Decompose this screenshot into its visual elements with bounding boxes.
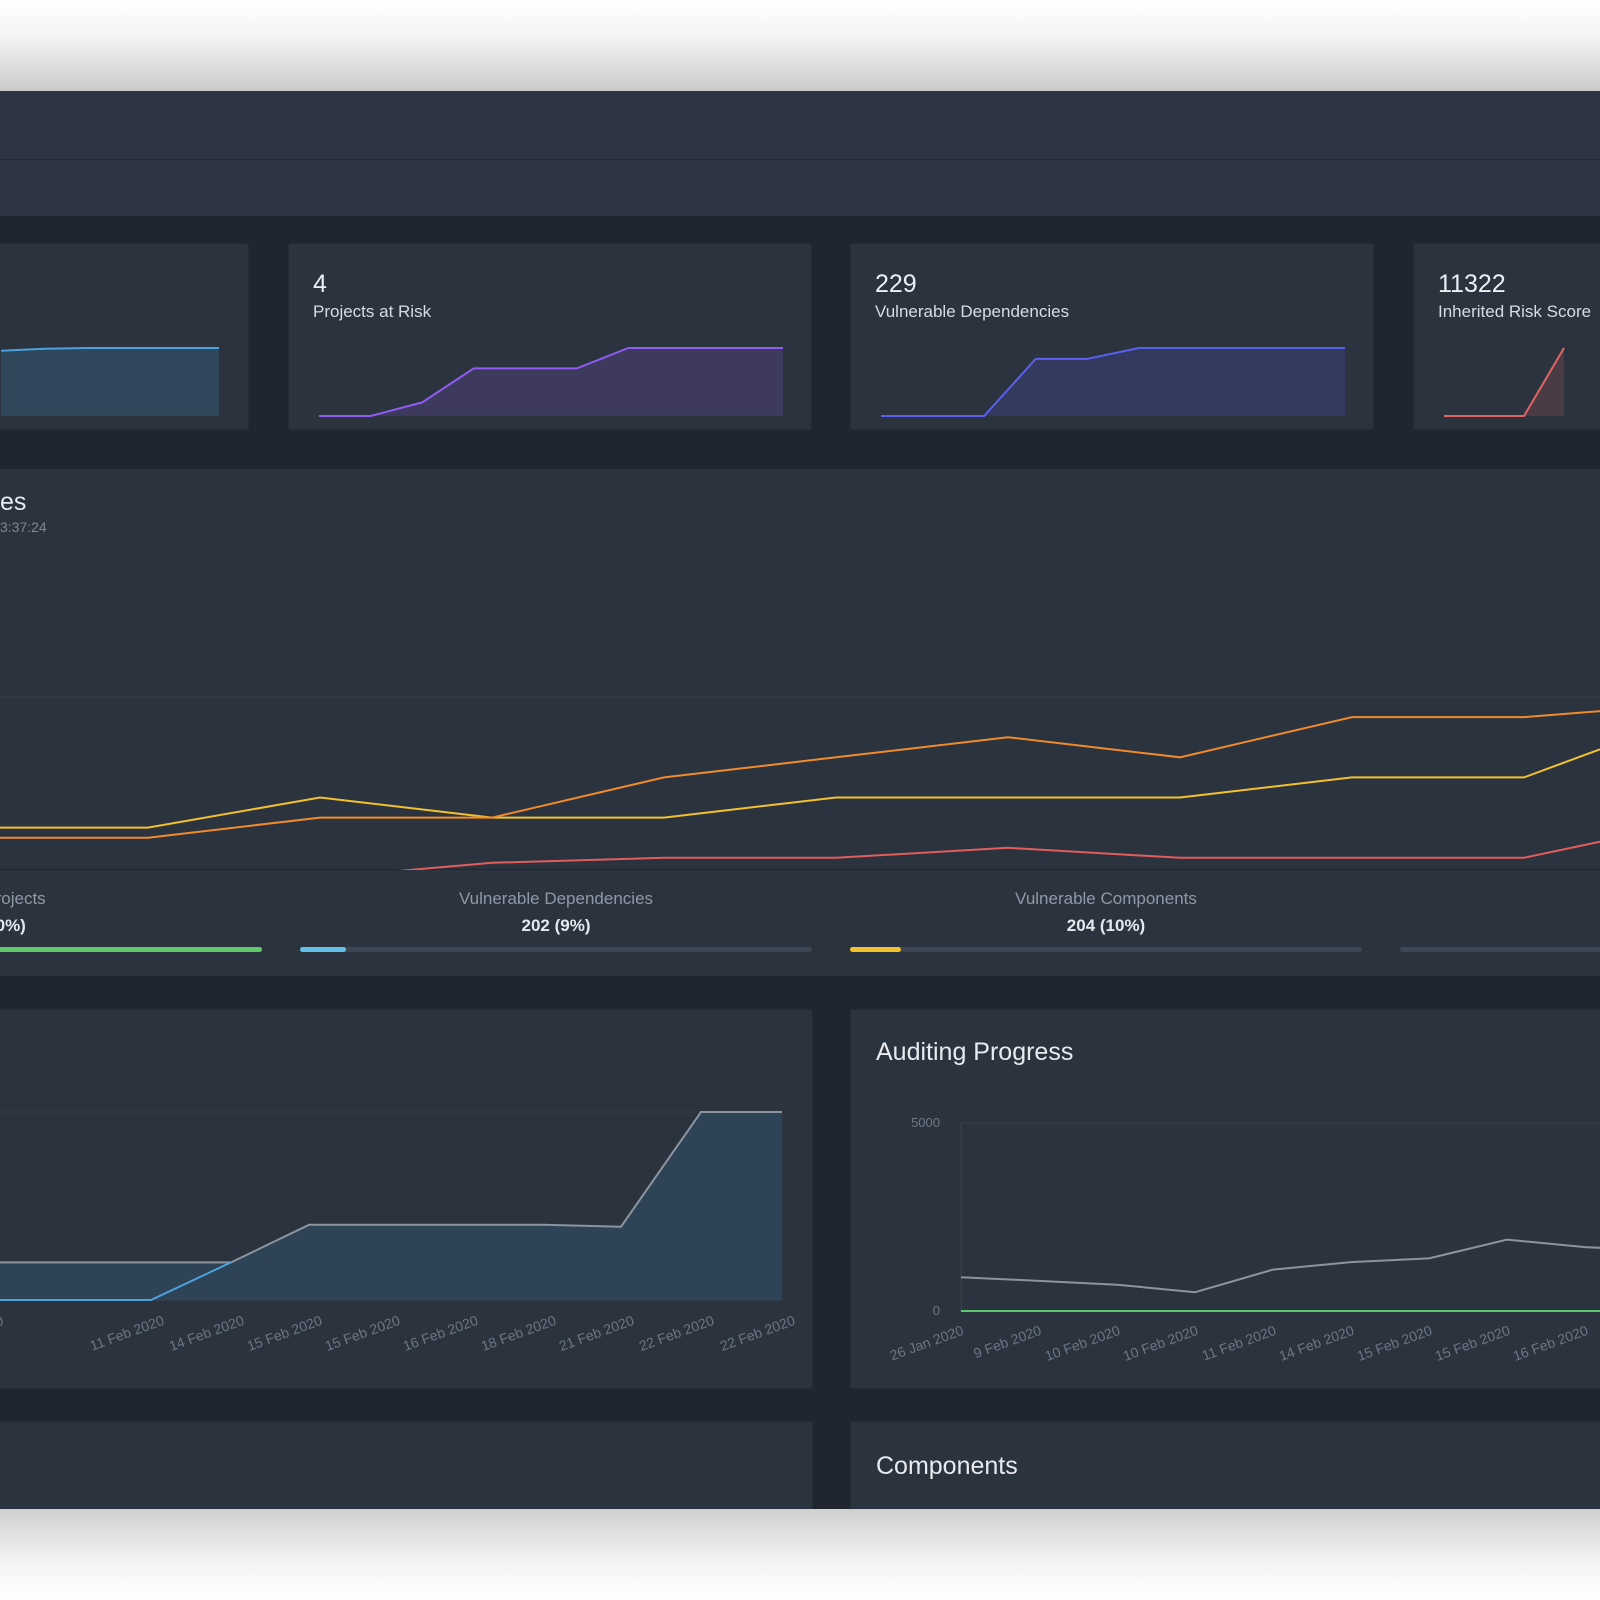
stat-label-vulnerable-dependencies: Vulnerable Dependencies [875,302,1070,321]
auditing-progress-panel: Auditing Progress 5000 0 26 Jan 2020 9 Fe… [850,1009,1600,1389]
window-shadow-bottom [0,1508,1600,1600]
sparkline-1 [0,347,219,416]
stat-value-inherited-risk-score: 11322 [1438,270,1506,298]
stat-label-projects-at-risk: Projects at Risk [313,302,432,321]
stat-card-inherited-risk-score[interactable]: 11322 Inherited Risk Score [1413,243,1600,430]
summary-progress-fill [0,947,262,952]
stat-card-1[interactable] [0,243,249,430]
stat-value-vulnerable-dependencies: 229 [875,270,917,298]
summary-label: F [1400,889,1600,909]
sparkline-line [881,347,1345,417]
sparkline-inherited-risk-score [1444,347,1565,417]
stat-label-inherited-risk-score: Inherited Risk Score [1438,302,1592,321]
vulnerabilities-chart [0,696,1600,899]
app-window: 4 Projects at Risk 229 Vulnerable Depend… [0,91,1600,1509]
summary-progress-fill [300,947,347,952]
summary-label: Vulnerable Dependencies [458,889,654,908]
summary-progress-track [1400,947,1600,952]
sparkline-area [1444,348,1564,416]
sparkline-projects-at-risk [319,347,783,417]
sparkline-line [1444,347,1565,417]
projects-area-chart [0,1111,782,1301]
stat-card-projects-at-risk[interactable]: 4 Projects at Risk [288,243,812,430]
series-line-yellow [0,748,1600,829]
components-title: Components [876,1452,1018,1480]
auditing-progress-chart [960,1122,1600,1312]
window-shadow-top [0,0,1600,92]
bottom-left-panel [0,1421,813,1509]
stat-value-projects-at-risk: 4 [313,270,327,298]
top-navbar [0,91,1600,160]
series-line-orange [0,710,1600,839]
sparkline-area [1,348,219,416]
summary-progress-track [850,947,1362,952]
vulnerabilities-panel-title: es [0,488,27,516]
summary-progress-track [0,947,262,952]
series-line-gray [0,1111,782,1264]
summary-value: 204 (10%) [1066,916,1146,935]
stat-card-vulnerable-dependencies[interactable]: 229 Vulnerable Dependencies [850,243,1374,430]
summary-panel: le Projects 00%) Vulnerable Dependencies 20… [0,870,1600,976]
breadcrumb-bar [0,160,1600,216]
summary-value: 00%) [0,916,26,935]
summary-progress-track [300,947,812,952]
sparkline-vulnerable-dependencies [881,347,1345,417]
summary-value: 202 (9%) [521,916,591,935]
components-panel: Components [850,1421,1600,1509]
auditing-progress-title: Auditing Progress [876,1038,1074,1066]
sparkline-line [319,347,783,417]
auditing-y-min-label: 0 [932,1303,940,1318]
series-line-gray [960,1238,1600,1294]
vulnerabilities-panel-subtitle: 3:37:24 [0,519,47,535]
series-line-blue [0,1261,232,1301]
summary-label: le Projects [0,889,46,908]
auditing-y-max-label: 5000 [911,1115,940,1130]
sparkline-area [881,348,1345,416]
summary-progress-fill [850,947,902,952]
sparkline-line [0,347,219,352]
series-area-gray [0,1112,782,1300]
summary-label: Vulnerable Components [1015,889,1197,908]
sparkline-area [319,348,783,416]
